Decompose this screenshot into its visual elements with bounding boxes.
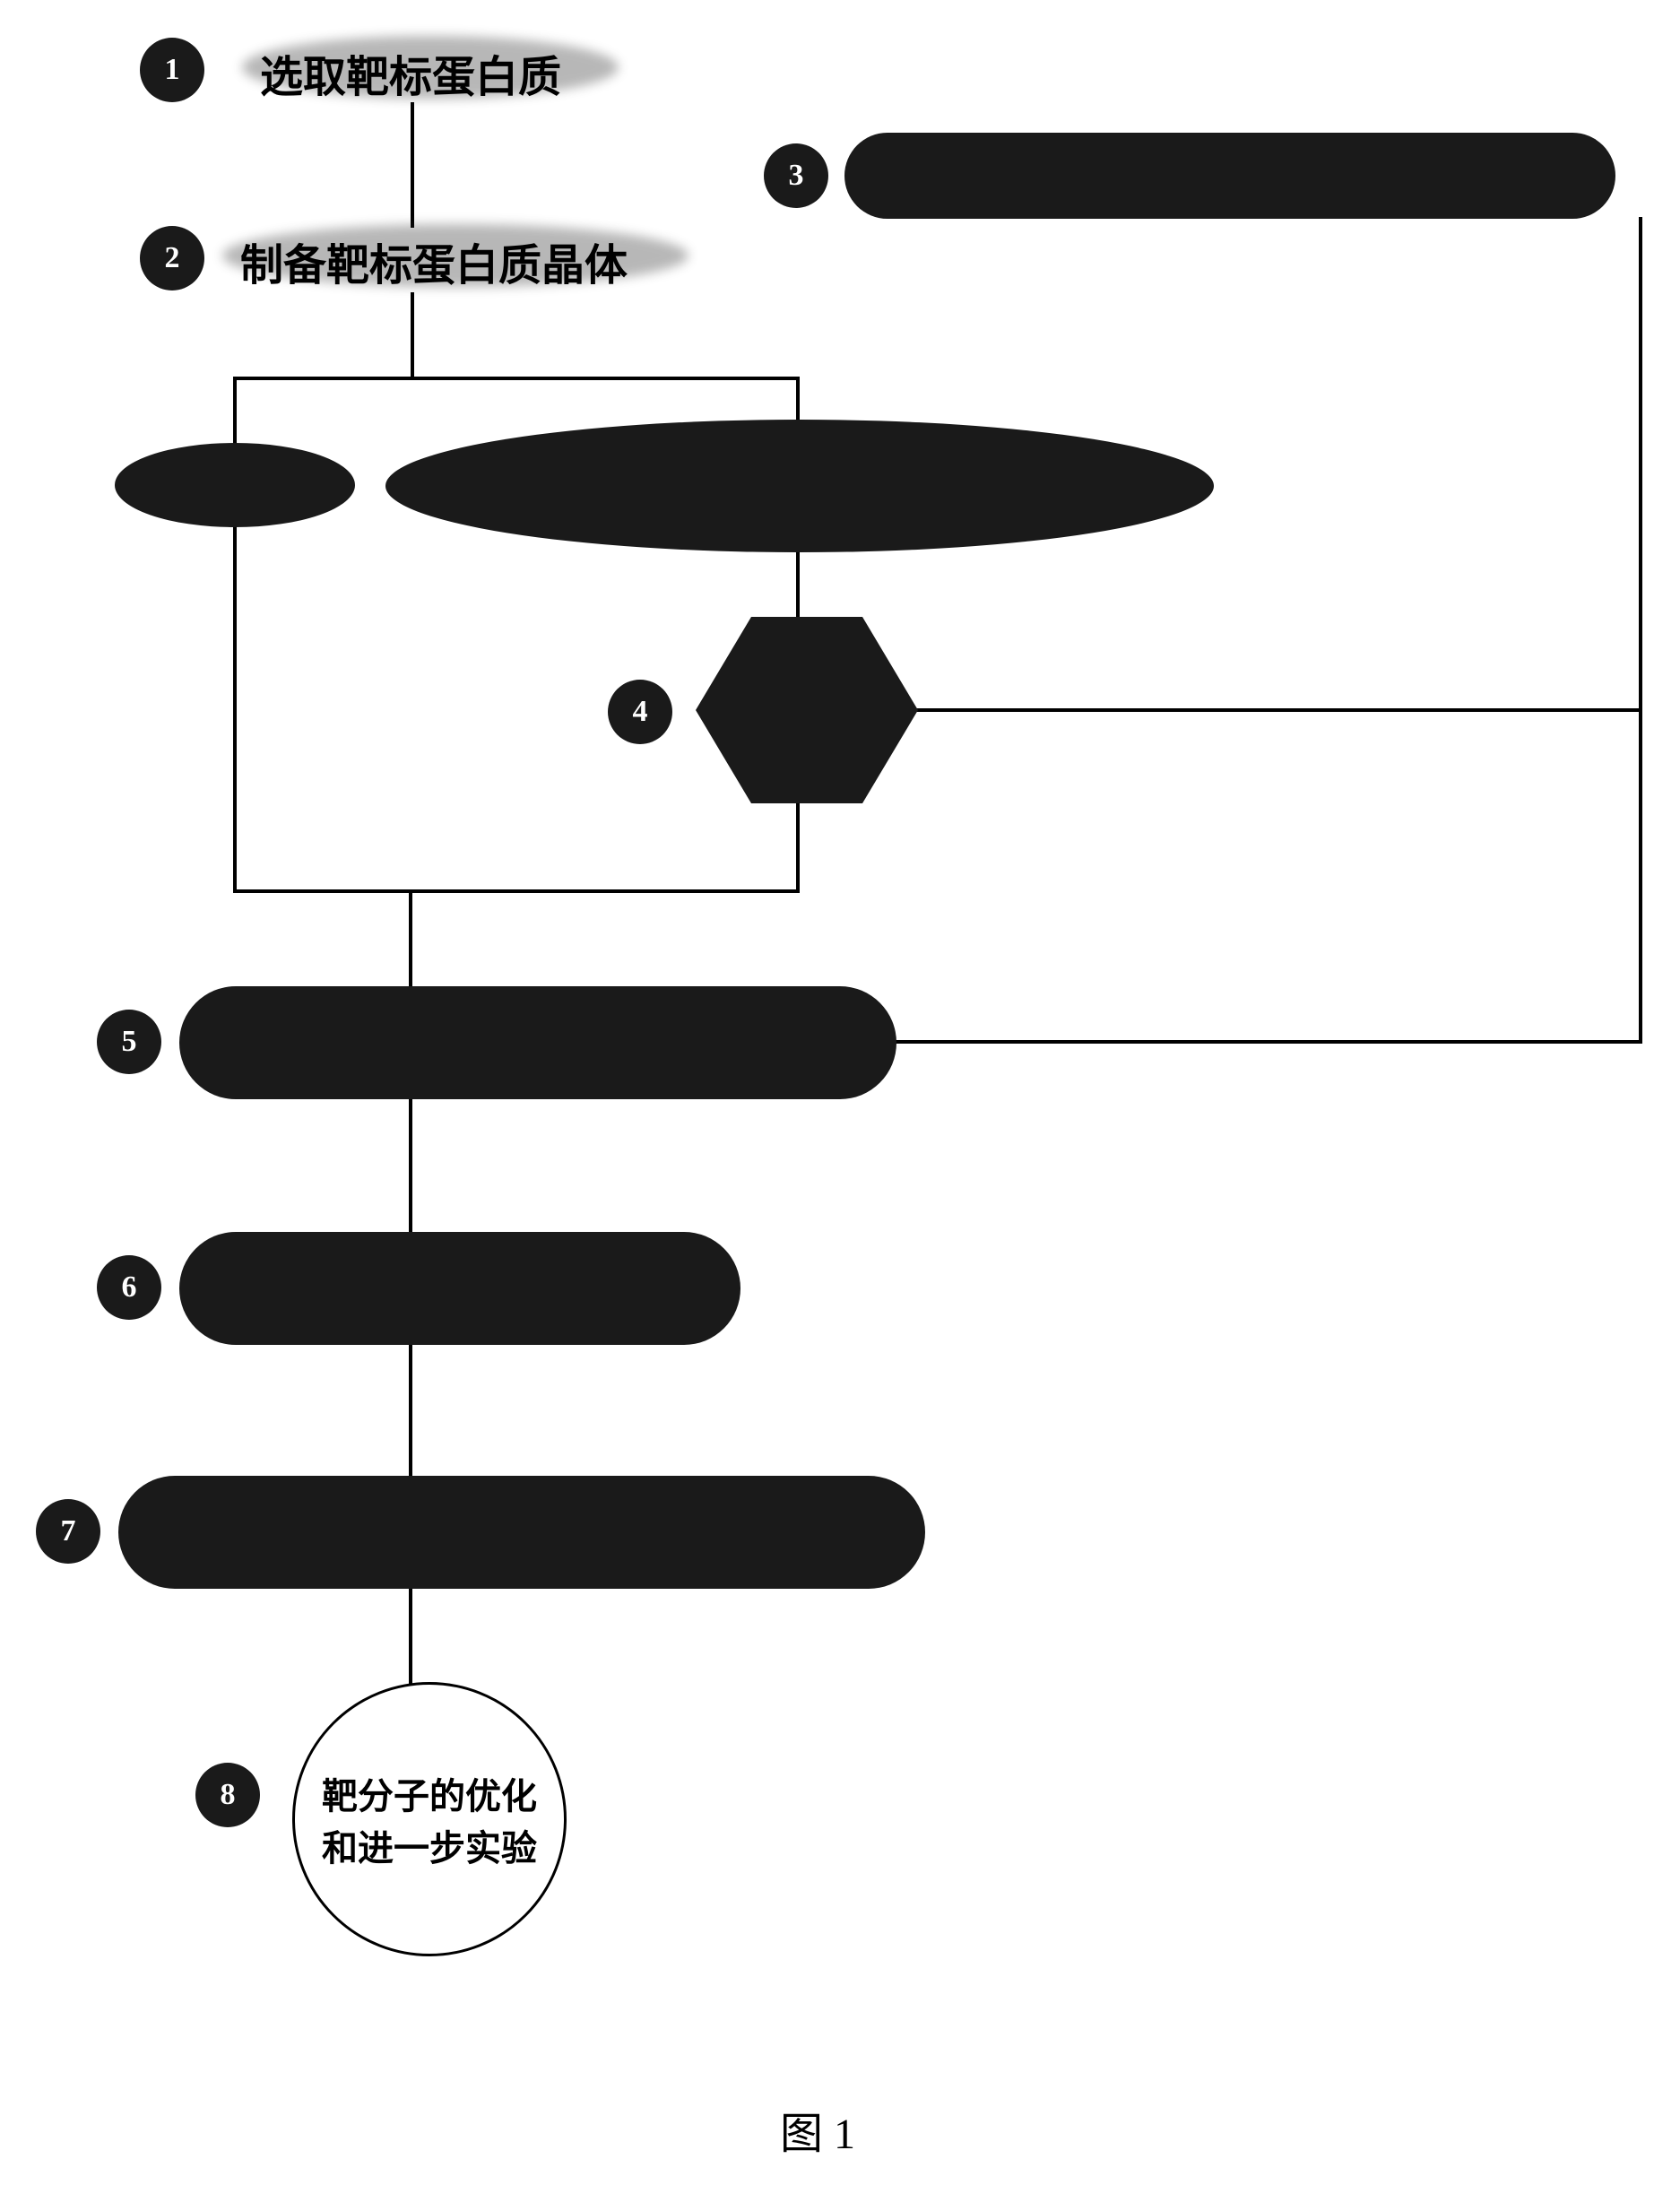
connector-branch-right-down bbox=[796, 377, 800, 421]
ellipse-small bbox=[115, 443, 355, 527]
connector-ellipse-left-down bbox=[233, 525, 237, 893]
badge-3: 3 bbox=[764, 143, 828, 208]
figure-caption: 图 1 bbox=[780, 2098, 855, 2161]
badge-5-label: 5 bbox=[122, 1025, 137, 1059]
badge-4: 4 bbox=[608, 680, 672, 744]
connector-right-vertical bbox=[1639, 217, 1642, 1044]
pill-step-6 bbox=[179, 1232, 740, 1345]
badge-2: 2 bbox=[140, 226, 204, 290]
badge-6-label: 6 bbox=[122, 1270, 137, 1305]
badge-1-label: 1 bbox=[165, 53, 180, 87]
connector-5-6 bbox=[409, 1097, 412, 1234]
connector-6-7 bbox=[409, 1343, 412, 1478]
final-line-1: 靶分子的优化 bbox=[322, 1767, 537, 1819]
connector-branch-left-down bbox=[233, 377, 237, 445]
badge-8-label: 8 bbox=[221, 1778, 236, 1812]
connector-hex-right bbox=[916, 708, 1642, 712]
step-2-label: 制备靶标蛋白质晶体 bbox=[240, 230, 628, 292]
pill-step-7 bbox=[118, 1476, 925, 1589]
badge-4-label: 4 bbox=[633, 695, 648, 729]
badge-7: 7 bbox=[36, 1499, 100, 1564]
connector-hex-down bbox=[796, 800, 800, 893]
pill-step-5 bbox=[179, 986, 896, 1099]
badge-2-label: 2 bbox=[165, 241, 180, 275]
connector-1-2 bbox=[411, 102, 414, 228]
badge-1: 1 bbox=[140, 38, 204, 102]
connector-branch-horiz bbox=[233, 377, 800, 380]
connector-2-branch bbox=[411, 292, 414, 380]
connector-7-8 bbox=[409, 1587, 412, 1684]
badge-6: 6 bbox=[97, 1255, 161, 1320]
connector-ellipse-right-down bbox=[796, 551, 800, 620]
badge-3-label: 3 bbox=[789, 159, 804, 193]
connector-join-horiz bbox=[233, 889, 800, 893]
hexagon-step-4 bbox=[696, 617, 918, 803]
ellipse-large bbox=[385, 420, 1214, 552]
badge-7-label: 7 bbox=[61, 1514, 76, 1548]
badge-5: 5 bbox=[97, 1010, 161, 1074]
final-circle-text: 靶分子的优化 和进一步实验 bbox=[322, 1767, 537, 1871]
badge-8: 8 bbox=[195, 1763, 260, 1827]
step-1-label: 选取靶标蛋白质 bbox=[260, 41, 561, 104]
pill-step-3 bbox=[844, 133, 1615, 219]
final-line-2: 和进一步实验 bbox=[322, 1819, 537, 1871]
connector-5-right bbox=[895, 1040, 1642, 1044]
flowchart-canvas: 选取靶标蛋白质 制备靶标蛋白质晶体 靶分子的优化 和进一步实验 1 2 3 4 … bbox=[0, 0, 1680, 2211]
circle-step-8: 靶分子的优化 和进一步实验 bbox=[292, 1682, 567, 1956]
connector-join-down bbox=[409, 889, 412, 988]
